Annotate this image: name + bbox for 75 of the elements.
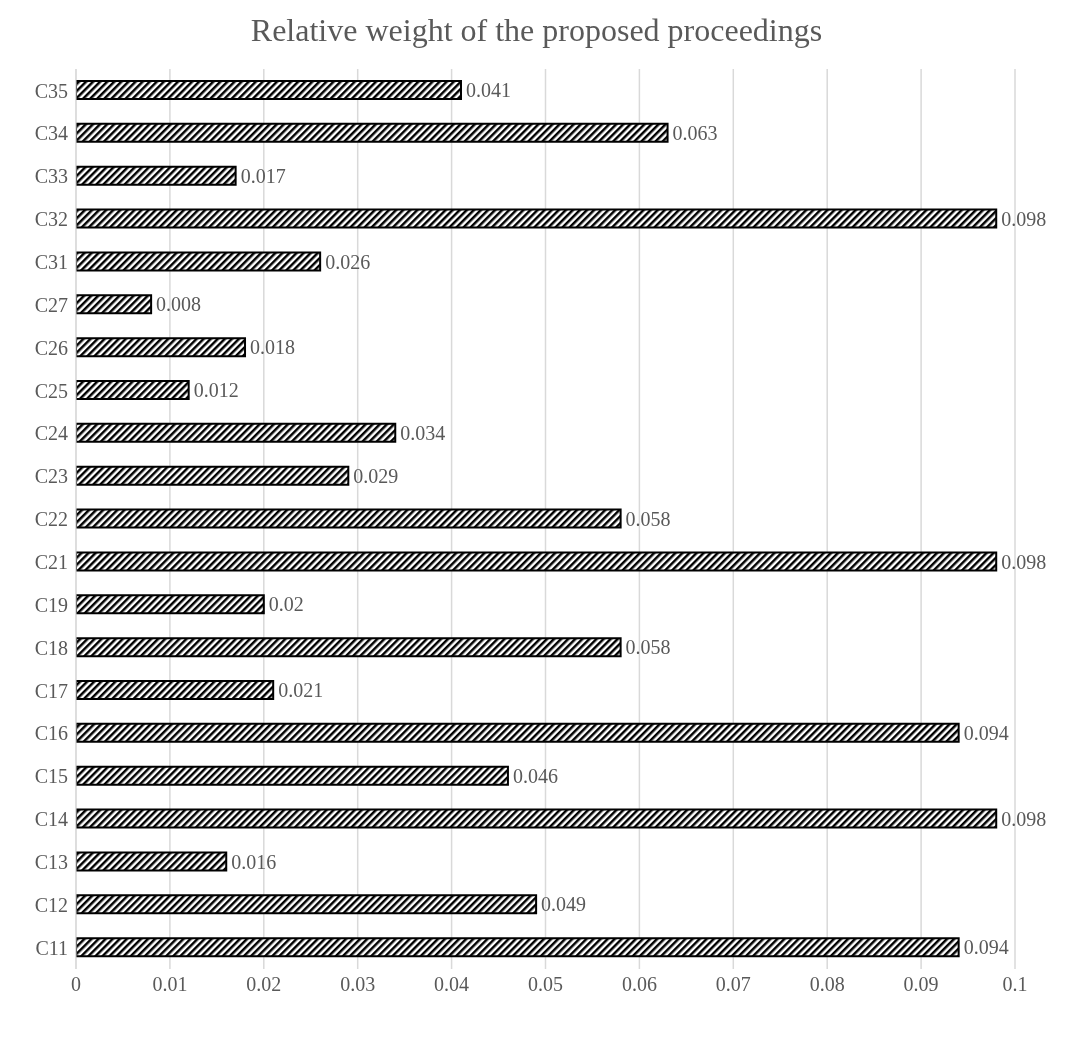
bar bbox=[76, 894, 538, 915]
bar bbox=[76, 551, 998, 572]
data-label: 0.02 bbox=[268, 593, 304, 616]
x-tick-label: 0.05 bbox=[528, 973, 563, 996]
bar bbox=[76, 808, 998, 829]
data-label: 0.018 bbox=[250, 336, 296, 359]
y-tick-label: C31 bbox=[34, 250, 68, 273]
y-tick-label: C27 bbox=[34, 293, 68, 316]
y-tick-label: C18 bbox=[34, 636, 68, 659]
y-tick-label: C26 bbox=[34, 336, 68, 359]
data-label: 0.016 bbox=[231, 850, 277, 873]
x-tick-label: 0.08 bbox=[809, 973, 845, 996]
y-tick-label: C25 bbox=[34, 379, 68, 402]
chart-title: Relative weight of the proposed proceedings bbox=[249, 12, 824, 49]
bar bbox=[76, 122, 669, 143]
data-label: 0.046 bbox=[512, 764, 558, 787]
y-tick-label: C32 bbox=[34, 208, 68, 231]
x-tick-label: 0.02 bbox=[246, 973, 282, 996]
data-label: 0.098 bbox=[1001, 207, 1047, 230]
y-tick-label: C21 bbox=[34, 550, 68, 573]
bar bbox=[76, 594, 265, 615]
data-label: 0.063 bbox=[672, 121, 718, 144]
bar bbox=[76, 680, 275, 700]
bar bbox=[76, 465, 350, 486]
data-label: 0.026 bbox=[325, 250, 371, 273]
y-tick-label: C35 bbox=[34, 79, 68, 102]
bar bbox=[76, 765, 509, 786]
bar bbox=[76, 422, 397, 443]
y-tick-label: C16 bbox=[34, 722, 68, 745]
bar bbox=[76, 508, 622, 529]
data-label: 0.049 bbox=[541, 893, 587, 916]
data-label: 0.029 bbox=[353, 464, 399, 487]
y-tick-label: C13 bbox=[34, 850, 68, 873]
y-tick-label: C15 bbox=[34, 765, 68, 788]
data-label: 0.094 bbox=[963, 721, 1009, 744]
x-tick-label: 0 bbox=[71, 973, 81, 996]
bar bbox=[76, 337, 247, 358]
bar bbox=[76, 294, 153, 315]
y-tick-label: C19 bbox=[34, 593, 68, 616]
data-label: 0.034 bbox=[400, 421, 446, 444]
bar bbox=[76, 937, 960, 958]
data-label: 0.008 bbox=[156, 293, 202, 316]
y-tick-label: C34 bbox=[34, 122, 68, 145]
data-label: 0.021 bbox=[278, 679, 324, 702]
data-label: 0.098 bbox=[1001, 807, 1047, 830]
bar bbox=[76, 165, 237, 186]
y-tick-label: C22 bbox=[34, 508, 68, 531]
bar bbox=[76, 380, 190, 400]
bar bbox=[76, 251, 322, 272]
x-tick-label: 0.07 bbox=[715, 973, 751, 996]
bar bbox=[76, 208, 998, 229]
bar bbox=[76, 851, 228, 872]
x-tick-label: 0.01 bbox=[152, 973, 188, 996]
y-tick-label: C23 bbox=[34, 465, 68, 488]
bar bbox=[76, 80, 462, 100]
x-tick-label: 0.04 bbox=[434, 973, 470, 996]
x-tick-label: 0.03 bbox=[340, 973, 376, 996]
y-tick-label: C24 bbox=[34, 422, 68, 445]
y-tick-label: C14 bbox=[34, 808, 68, 831]
data-label: 0.098 bbox=[1001, 550, 1047, 573]
data-label: 0.017 bbox=[240, 164, 286, 187]
bar bbox=[76, 722, 960, 743]
data-label: 0.058 bbox=[625, 636, 671, 659]
x-tick-label: 0.1 bbox=[1002, 973, 1028, 996]
y-tick-label: C11 bbox=[35, 936, 68, 959]
y-tick-label: C17 bbox=[34, 679, 68, 702]
bar bbox=[76, 637, 622, 658]
data-label: 0.012 bbox=[193, 379, 239, 402]
x-tick-label: 0.06 bbox=[621, 973, 657, 996]
data-label: 0.041 bbox=[465, 79, 511, 102]
data-label: 0.094 bbox=[963, 936, 1009, 959]
x-tick-label: 0.09 bbox=[903, 973, 939, 996]
data-label: 0.058 bbox=[625, 507, 671, 530]
y-tick-label: C33 bbox=[34, 165, 68, 188]
y-tick-label: C12 bbox=[34, 893, 68, 916]
